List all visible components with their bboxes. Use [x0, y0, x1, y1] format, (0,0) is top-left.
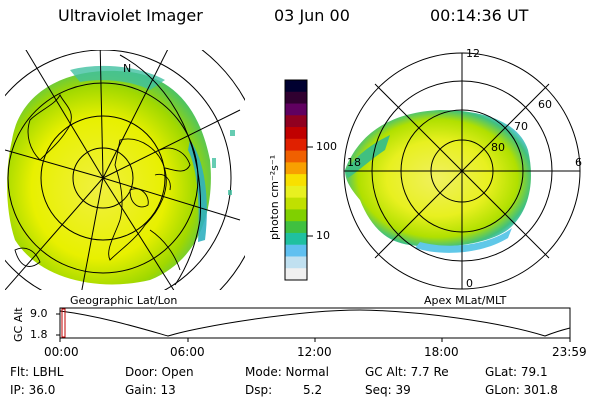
geographic-map [5, 50, 245, 290]
footer-filter: Flt: LBHL [10, 365, 64, 379]
time-label: 00:14:36 UT [430, 6, 529, 25]
time-tick-0600: 06:00 [170, 345, 205, 359]
mlt-label-0: 0 [466, 277, 473, 290]
altitude-curve [59, 309, 571, 337]
colorbar-stripe [285, 80, 307, 93]
altitude-tick-low: 1.8 [30, 328, 48, 341]
time-tick-0000: 00:00 [44, 345, 79, 359]
pole-marker: N [123, 62, 131, 75]
footer-mode: Mode: Normal [245, 365, 329, 379]
altitude-strip [56, 307, 571, 342]
footer-seq: Seq: 39 [365, 383, 411, 397]
altitude-tick-high: 9.0 [30, 307, 48, 320]
time-tick-1800: 18:00 [424, 345, 459, 359]
time-tick-2359: 23:59 [552, 345, 587, 359]
colorbar-stripe [285, 103, 307, 116]
current-time-marker [61, 308, 66, 338]
polar-plot [343, 52, 581, 290]
colorbar-stripe [285, 91, 307, 105]
date-label: 03 Jun 00 [274, 6, 350, 25]
colorbar [284, 79, 313, 281]
colorbar-stripe [285, 174, 307, 187]
colorbar-stripe [285, 138, 307, 152]
colorbar-stripe [285, 232, 307, 246]
mlt-label-6: 6 [575, 156, 582, 169]
footer-dsp-value: 5.2 [303, 383, 323, 397]
colorbar-stripe [285, 268, 307, 281]
mlt-label-18: 18 [347, 156, 361, 169]
colorbar-stripe [285, 221, 307, 234]
mlat-label-60: 60 [538, 98, 552, 111]
colorbar-tick-100: 100 [316, 140, 337, 153]
right-panel-caption: Apex MLat/MLT [424, 294, 507, 307]
mlat-label-80: 80 [491, 141, 505, 154]
colorbar-stripe [285, 197, 307, 210]
altitude-axis-title: GC Alt [12, 307, 25, 342]
footer-gain: Gain: 13 [125, 383, 176, 397]
colorbar-stripe [285, 185, 307, 199]
colorbar-label: photon cm⁻²s⁻¹ [268, 154, 281, 240]
aurora-emission-right [345, 110, 531, 247]
colorbar-stripe [285, 209, 307, 222]
colorbar-stripe [285, 150, 307, 163]
mlt-label-12: 12 [466, 47, 480, 60]
footer-gc-alt: GC Alt: 7.7 Re [365, 365, 449, 379]
colorbar-stripe [285, 244, 307, 257]
footer-ip: IP: 36.0 [10, 383, 56, 397]
colorbar-stripe [285, 115, 307, 128]
footer-glon: GLon: 301.8 [485, 383, 558, 397]
imager-title: Ultraviolet Imager [58, 6, 203, 25]
colorbar-tick-10: 10 [316, 229, 330, 242]
left-panel-caption: Geographic Lat/Lon [70, 294, 178, 307]
footer-door: Door: Open [125, 365, 194, 379]
footer-glat: GLat: 79.1 [485, 365, 548, 379]
aurora-emission-left [7, 70, 211, 285]
colorbar-stripe [285, 127, 307, 140]
colorbar-stripe [285, 162, 307, 175]
time-tick-1200: 12:00 [297, 345, 332, 359]
colorbar-stripe [285, 256, 307, 269]
footer-dsp-label: Dsp: [245, 383, 273, 397]
mlat-label-70: 70 [514, 120, 528, 133]
